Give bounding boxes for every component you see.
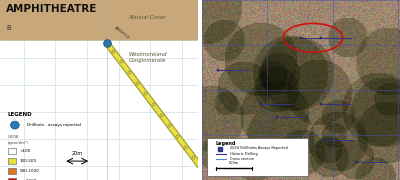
- FancyBboxPatch shape: [8, 178, 16, 180]
- Text: AMD014: AMD014: [113, 25, 130, 40]
- Circle shape: [10, 121, 19, 129]
- FancyBboxPatch shape: [207, 138, 308, 176]
- Text: B: B: [6, 25, 11, 31]
- Text: U3O8: U3O8: [8, 135, 20, 139]
- Text: 100-500: 100-500: [20, 159, 37, 163]
- Text: >=1000: >=1000: [20, 179, 37, 180]
- Text: LEGEND: LEGEND: [8, 112, 32, 117]
- Text: Westmoreland
Conglomerate: Westmoreland Conglomerate: [129, 52, 167, 63]
- Text: Historic Drilling: Historic Drilling: [230, 152, 257, 156]
- Text: <100: <100: [20, 149, 31, 153]
- FancyBboxPatch shape: [8, 158, 16, 164]
- Text: 20m: 20m: [72, 151, 83, 156]
- Polygon shape: [105, 42, 210, 178]
- Text: Alluvial Cover: Alluvial Cover: [129, 15, 166, 20]
- Bar: [0, 0, 198, 40]
- Text: (ppm/dm²): (ppm/dm²): [8, 141, 29, 145]
- FancyBboxPatch shape: [8, 168, 16, 174]
- Text: 500m: 500m: [228, 161, 239, 165]
- Text: AMPHITHEATRE: AMPHITHEATRE: [6, 4, 97, 14]
- Text: Drillhole - assays reported: Drillhole - assays reported: [27, 123, 81, 127]
- Text: 500-1000: 500-1000: [20, 169, 40, 173]
- Text: Cross section: Cross section: [230, 157, 254, 161]
- Text: Legend: Legend: [216, 141, 236, 146]
- FancyBboxPatch shape: [8, 148, 16, 154]
- Text: 2024 Drillholes Assays Reported: 2024 Drillholes Assays Reported: [230, 147, 288, 150]
